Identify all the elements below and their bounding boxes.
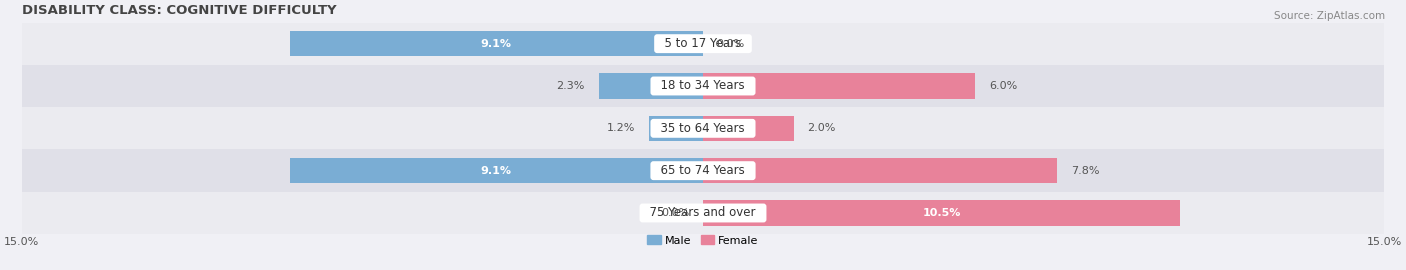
Bar bbox=[21, 192, 1385, 234]
Bar bbox=[21, 107, 1385, 150]
Bar bbox=[21, 22, 1385, 65]
Text: 0.0%: 0.0% bbox=[717, 39, 745, 49]
Bar bbox=[648, 116, 703, 141]
Text: 9.1%: 9.1% bbox=[481, 39, 512, 49]
Bar bbox=[703, 73, 976, 99]
Text: 2.3%: 2.3% bbox=[557, 81, 585, 91]
Text: 6.0%: 6.0% bbox=[988, 81, 1018, 91]
Bar bbox=[21, 65, 1385, 107]
Bar bbox=[703, 200, 1180, 226]
Bar bbox=[703, 158, 1057, 183]
Text: 35 to 64 Years: 35 to 64 Years bbox=[654, 122, 752, 135]
Legend: Male, Female: Male, Female bbox=[647, 235, 759, 245]
Text: 18 to 34 Years: 18 to 34 Years bbox=[654, 79, 752, 93]
Text: DISABILITY CLASS: COGNITIVE DIFFICULTY: DISABILITY CLASS: COGNITIVE DIFFICULTY bbox=[21, 4, 336, 17]
Text: 2.0%: 2.0% bbox=[807, 123, 835, 133]
Bar bbox=[703, 116, 794, 141]
Text: 7.8%: 7.8% bbox=[1071, 166, 1099, 176]
Bar bbox=[290, 31, 703, 56]
Text: 9.1%: 9.1% bbox=[481, 166, 512, 176]
Text: 65 to 74 Years: 65 to 74 Years bbox=[654, 164, 752, 177]
Text: 5 to 17 Years: 5 to 17 Years bbox=[657, 37, 749, 50]
Text: 75 Years and over: 75 Years and over bbox=[643, 207, 763, 220]
Text: 0.0%: 0.0% bbox=[661, 208, 689, 218]
Text: 10.5%: 10.5% bbox=[922, 208, 960, 218]
Text: Source: ZipAtlas.com: Source: ZipAtlas.com bbox=[1274, 11, 1385, 21]
Text: 1.2%: 1.2% bbox=[606, 123, 636, 133]
Bar bbox=[290, 158, 703, 183]
Bar bbox=[21, 150, 1385, 192]
Bar bbox=[599, 73, 703, 99]
